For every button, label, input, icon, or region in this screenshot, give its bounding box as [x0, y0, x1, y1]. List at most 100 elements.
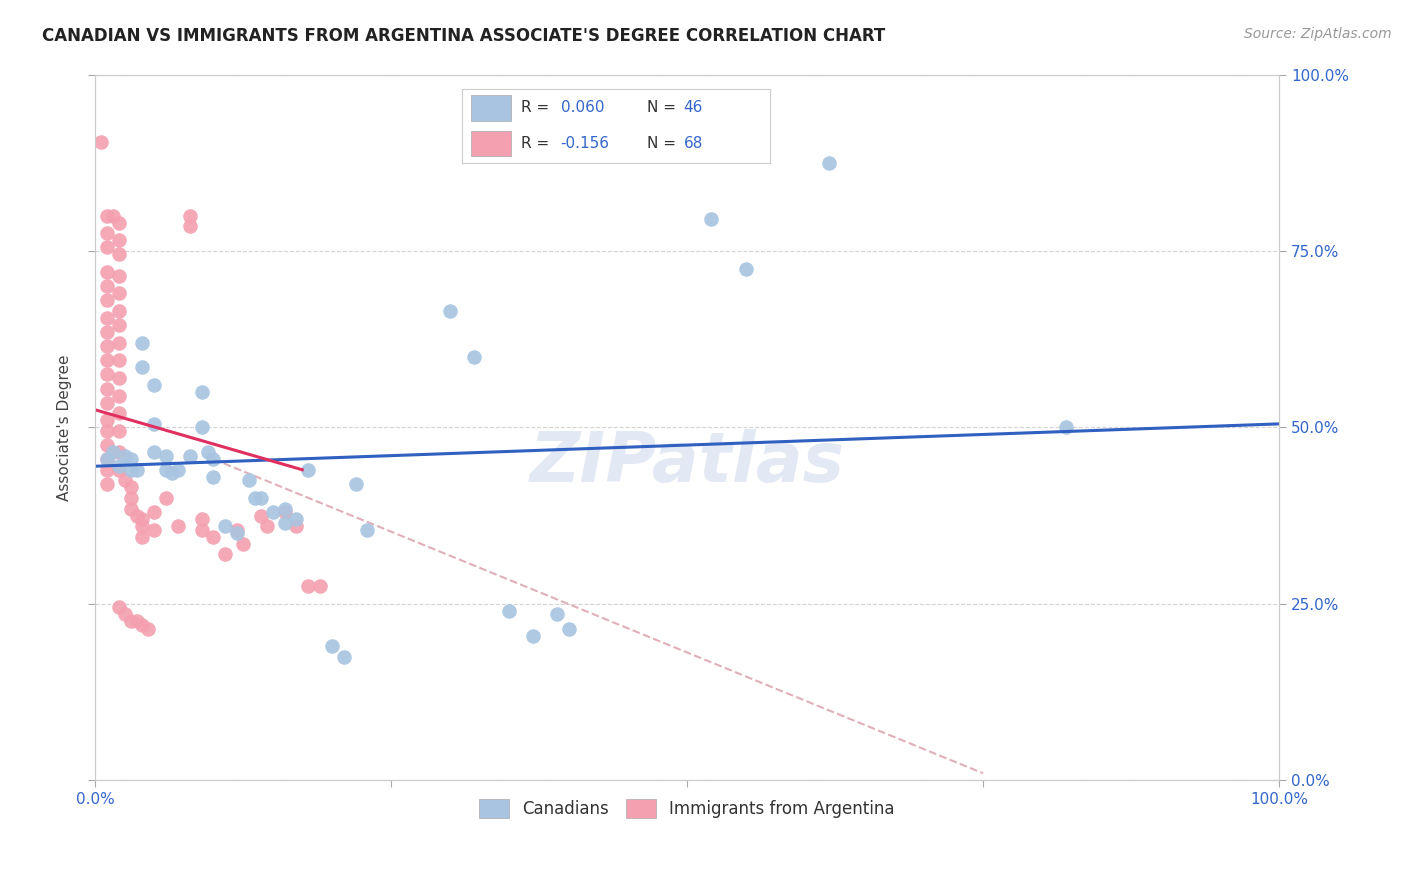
Point	[96, 325, 118, 339]
Point	[309, 579, 332, 593]
Point	[96, 339, 118, 353]
Point	[120, 452, 142, 467]
Point	[107, 371, 129, 385]
Point	[143, 417, 166, 431]
Point	[90, 135, 112, 149]
Point	[273, 516, 295, 530]
Point	[107, 389, 129, 403]
Point	[120, 480, 142, 494]
Point	[96, 293, 118, 308]
Point	[243, 491, 266, 505]
Point	[120, 615, 142, 629]
Point	[107, 286, 129, 301]
Point	[463, 350, 485, 364]
Point	[125, 463, 148, 477]
Point	[120, 491, 142, 505]
Point	[131, 512, 153, 526]
Point	[131, 618, 153, 632]
Point	[96, 382, 118, 396]
Point	[107, 353, 129, 368]
Point	[96, 424, 118, 438]
Point	[356, 523, 378, 537]
Point	[131, 530, 153, 544]
Point	[107, 318, 129, 332]
Point	[96, 240, 118, 254]
Point	[96, 463, 118, 477]
Point	[250, 491, 273, 505]
Point	[96, 476, 118, 491]
Point	[120, 501, 142, 516]
Point	[125, 615, 148, 629]
Point	[107, 268, 129, 283]
Point	[226, 523, 249, 537]
Point	[546, 607, 568, 622]
Point	[226, 526, 249, 541]
Point	[179, 449, 201, 463]
Point	[96, 368, 118, 382]
Point	[107, 304, 129, 318]
Point	[238, 474, 260, 488]
Text: ZIPatlas: ZIPatlas	[530, 429, 845, 496]
Point	[96, 438, 118, 452]
Point	[96, 395, 118, 409]
Point	[114, 607, 136, 622]
Point	[214, 548, 236, 562]
Point	[273, 505, 295, 519]
Point	[96, 311, 118, 326]
Point	[96, 413, 118, 427]
Point	[96, 227, 118, 241]
Point	[107, 445, 129, 459]
Point	[273, 501, 295, 516]
Point	[107, 335, 129, 350]
Point	[96, 265, 118, 279]
Point	[131, 335, 153, 350]
Point	[96, 209, 118, 223]
Y-axis label: Associate's Degree: Associate's Degree	[58, 354, 72, 500]
Point	[250, 508, 273, 523]
Text: Source: ZipAtlas.com: Source: ZipAtlas.com	[1244, 27, 1392, 41]
Point	[197, 445, 219, 459]
Point	[202, 470, 225, 484]
Point	[114, 474, 136, 488]
Point	[143, 505, 166, 519]
Legend: Canadians, Immigrants from Argentina: Canadians, Immigrants from Argentina	[472, 792, 901, 825]
Point	[167, 463, 190, 477]
Point	[557, 622, 579, 636]
Point	[107, 424, 129, 438]
Point	[155, 449, 177, 463]
Point	[131, 519, 153, 533]
Point	[214, 519, 236, 533]
Point	[256, 519, 278, 533]
Point	[818, 155, 841, 169]
Text: CANADIAN VS IMMIGRANTS FROM ARGENTINA ASSOCIATE'S DEGREE CORRELATION CHART: CANADIAN VS IMMIGRANTS FROM ARGENTINA AS…	[42, 27, 886, 45]
Point	[700, 212, 723, 227]
Point	[96, 353, 118, 368]
Point	[101, 445, 124, 459]
Point	[498, 604, 520, 618]
Point	[125, 508, 148, 523]
Point	[107, 459, 129, 474]
Point	[107, 600, 129, 615]
Point	[114, 449, 136, 463]
Point	[143, 378, 166, 392]
Point	[1054, 420, 1077, 434]
Point	[155, 491, 177, 505]
Point	[143, 523, 166, 537]
Point	[107, 216, 129, 230]
Point	[138, 622, 160, 636]
Point	[160, 467, 183, 481]
Point	[285, 512, 308, 526]
Point	[179, 219, 201, 234]
Point	[202, 452, 225, 467]
Point	[190, 512, 212, 526]
Point	[143, 445, 166, 459]
Point	[107, 247, 129, 261]
Point	[344, 476, 367, 491]
Point	[179, 209, 201, 223]
Point	[232, 537, 254, 551]
Point	[96, 452, 118, 467]
Point	[321, 639, 343, 653]
Point	[297, 579, 319, 593]
Point	[332, 649, 354, 664]
Point	[285, 519, 308, 533]
